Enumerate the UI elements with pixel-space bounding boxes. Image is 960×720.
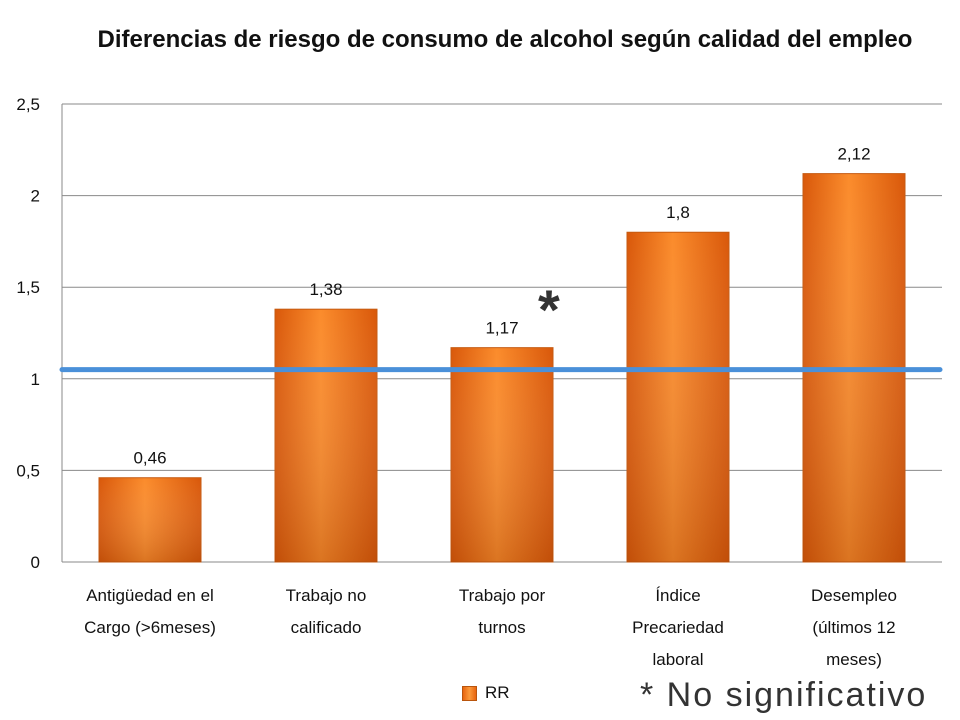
footnote: * No significativo — [640, 676, 928, 714]
data-label: 1,38 — [309, 280, 342, 299]
data-labels: 0,46 1,38 1,17 1,8 2,12 — [133, 145, 870, 468]
legend-swatch — [462, 685, 477, 701]
bar-shade — [627, 232, 729, 563]
x-tick-label-line: (últimos 12 — [812, 618, 896, 637]
x-tick-label-line: Trabajo no — [285, 586, 367, 605]
x-tick-label-line: laboral — [652, 650, 704, 669]
chart-title: Diferencias de riesgo de consumo de alco… — [97, 26, 913, 53]
x-tick-label-line: Precariedad — [632, 618, 724, 637]
x-tick-label: Índice Precariedad laboral — [598, 580, 758, 676]
bar-shade — [275, 309, 377, 562]
y-tick-label: 1,5 — [16, 278, 40, 297]
data-label: 0,46 — [133, 449, 166, 468]
legend-label: RR — [485, 683, 510, 702]
x-tick-label: Trabajo por turnos — [422, 580, 582, 644]
bar-shade — [99, 477, 201, 562]
y-tick-label: 2,5 — [16, 95, 40, 114]
x-tick-label-line: Trabajo por — [458, 586, 546, 605]
x-tick-label-line: meses) — [826, 650, 882, 669]
bar-shade — [451, 347, 553, 562]
y-tick-label: 1 — [31, 370, 40, 389]
legend: RR — [462, 682, 510, 704]
x-tick-label: Antigüedad en el Cargo (>6meses) — [70, 580, 230, 644]
x-tick-label: Trabajo no calificado — [246, 580, 406, 644]
x-tick-label: Desempleo (últimos 12 meses) — [774, 580, 934, 676]
x-tick-label-line: turnos — [478, 618, 526, 637]
y-tick-label: 0,5 — [16, 461, 40, 480]
y-tick-label: 0 — [31, 553, 40, 572]
x-tick-label-line: Cargo (>6meses) — [84, 618, 216, 637]
annotation-asterisk: * — [538, 278, 560, 341]
x-tick-label-line: calificado — [290, 618, 362, 637]
data-label: 2,12 — [837, 145, 870, 164]
x-tick-label-line: Desempleo — [811, 586, 897, 605]
y-tick-label: 2 — [31, 187, 40, 206]
x-tick-label-line: Antigüedad en el — [86, 586, 214, 605]
data-label: 1,8 — [666, 203, 690, 222]
data-label: 1,17 — [485, 319, 518, 338]
x-tick-label-line: Índice — [655, 586, 701, 605]
